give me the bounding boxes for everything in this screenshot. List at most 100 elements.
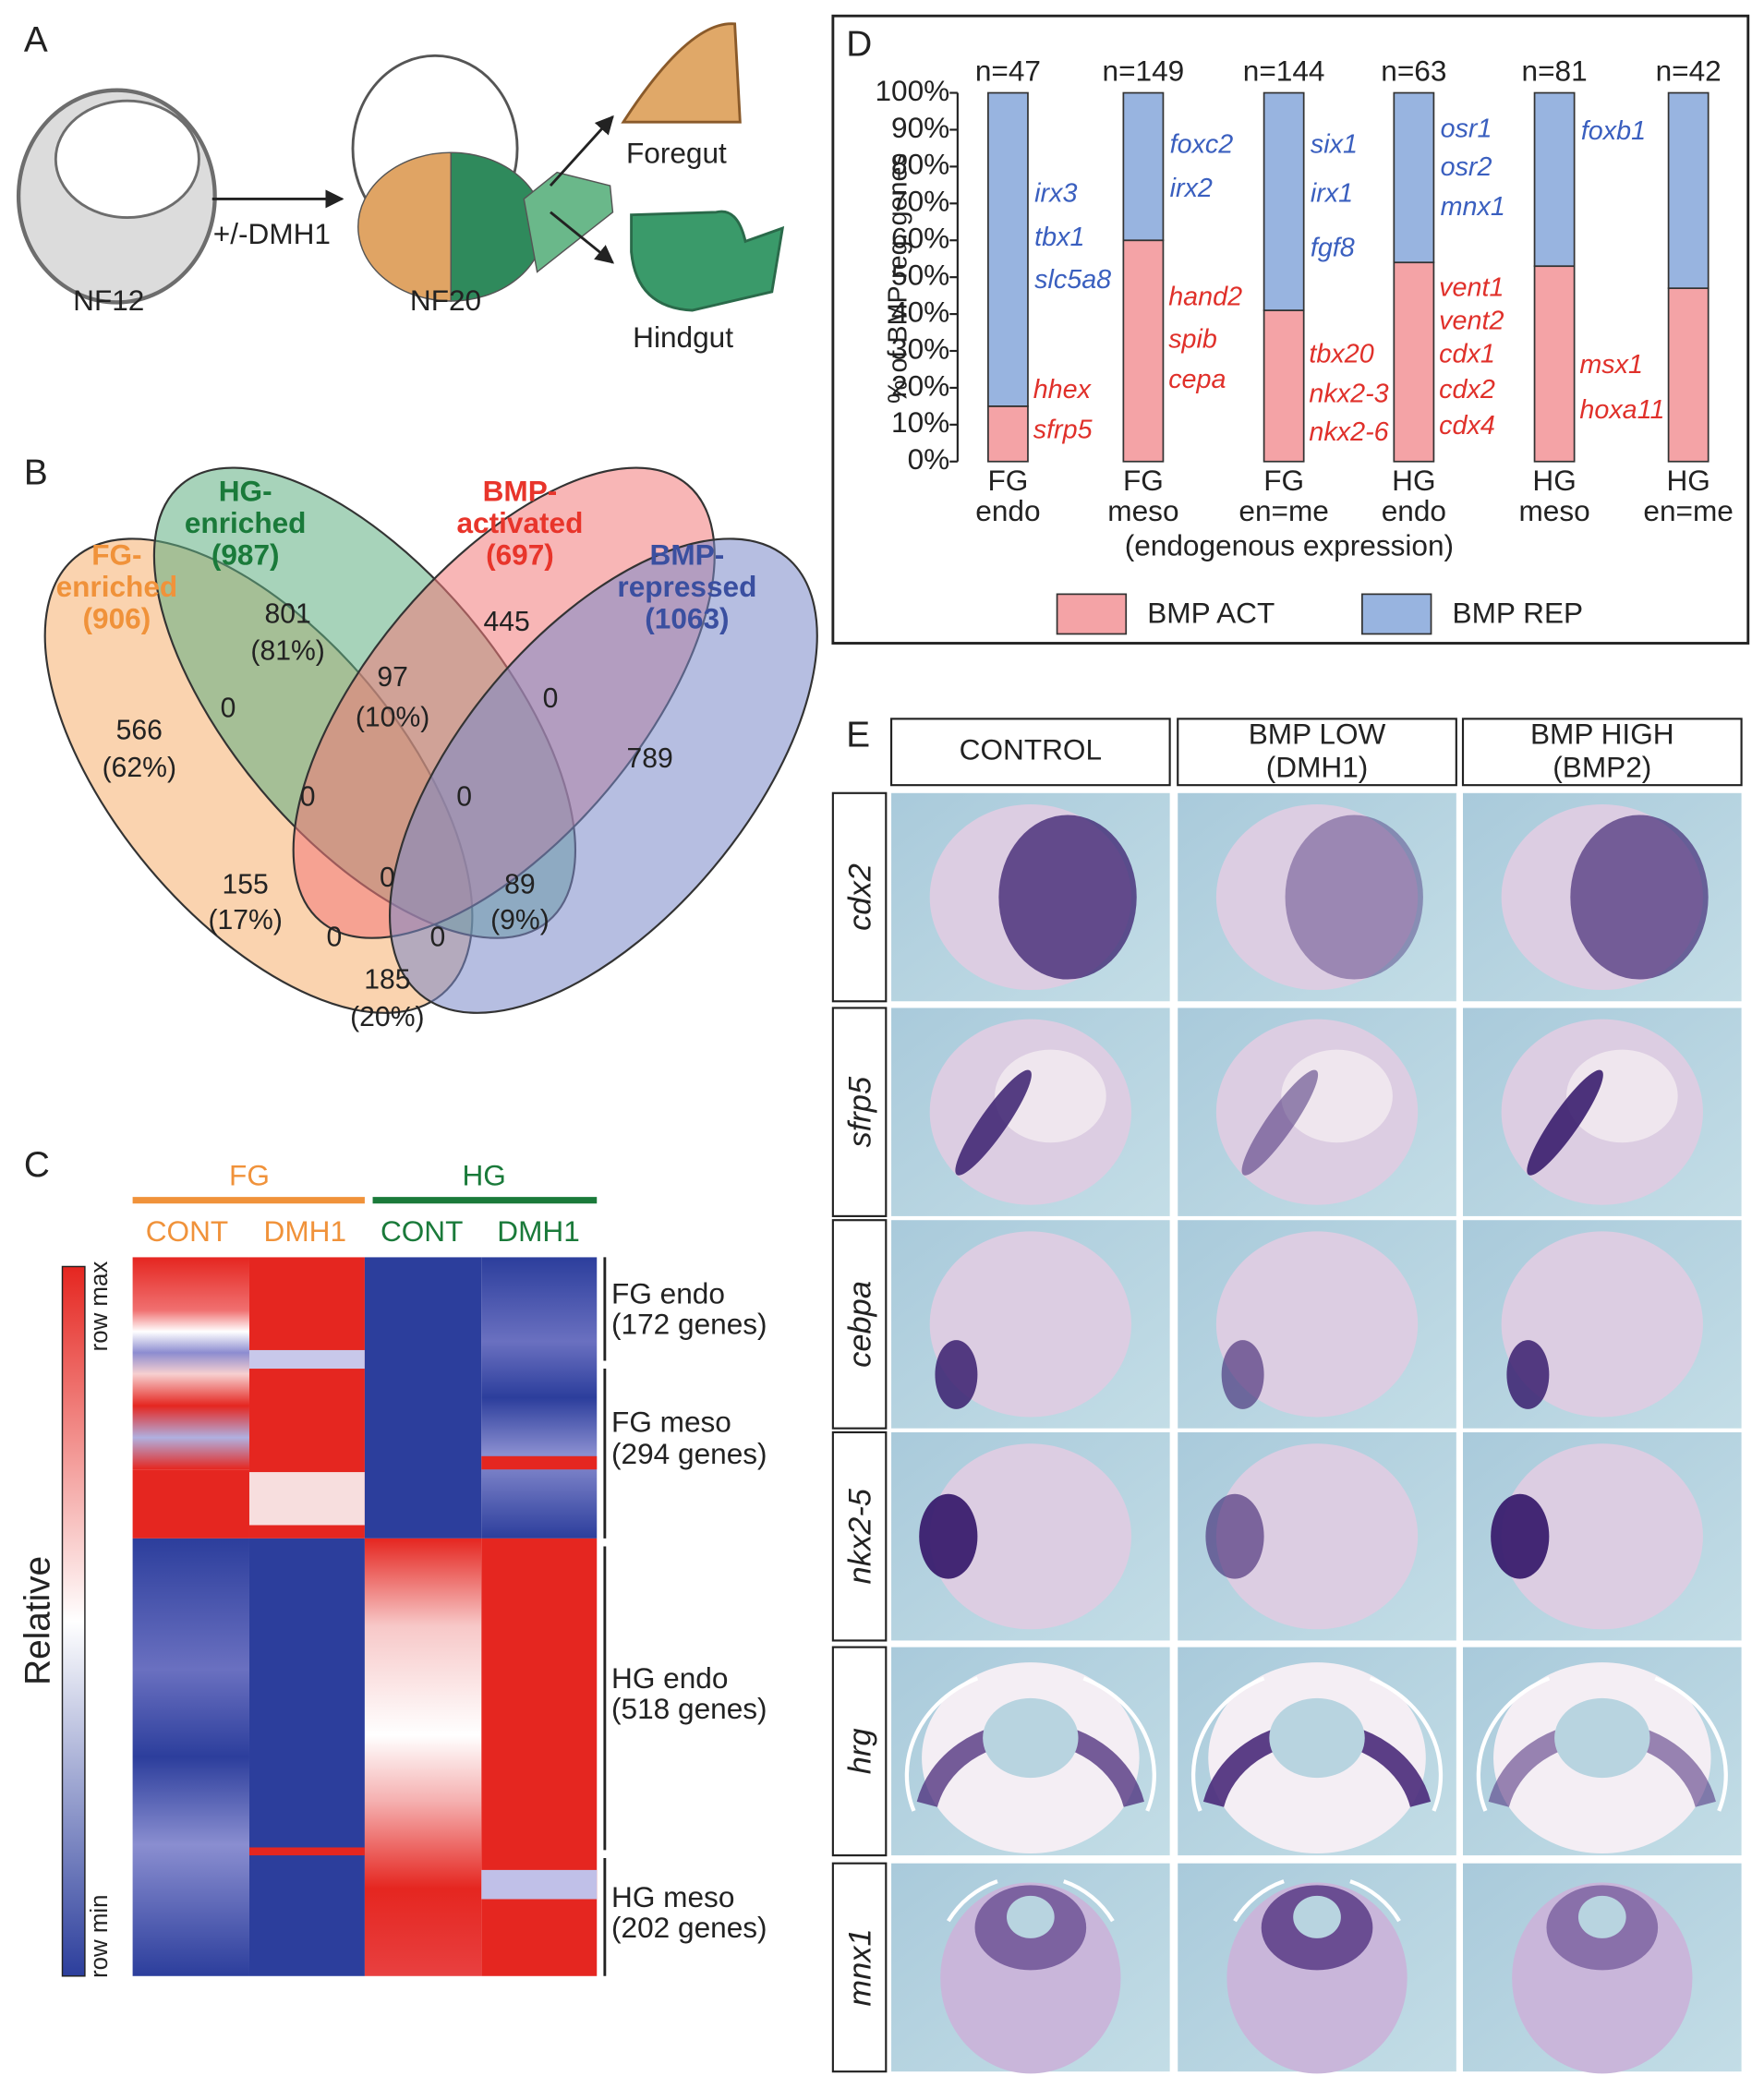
n-label: n=63 — [1381, 54, 1446, 87]
cluster-name: HG endo — [611, 1661, 728, 1695]
y-tick-label: 70% — [891, 185, 949, 218]
row-label: hrg — [843, 1728, 878, 1774]
x-tick-label: HG — [1666, 464, 1710, 497]
scale-label: Relative — [18, 1556, 57, 1685]
stain — [919, 1493, 978, 1579]
x-tick-label: FG — [1123, 464, 1164, 497]
region-count: 0 — [380, 863, 395, 893]
foregut-explant — [621, 22, 742, 124]
treatment-label: +/-DMH1 — [213, 217, 331, 250]
heatmap-block — [481, 1869, 598, 1900]
region-count: 0 — [300, 782, 316, 813]
marker-arc — [1654, 1676, 1728, 1812]
gene-label: irx2 — [1170, 174, 1213, 203]
embryo — [929, 1231, 1131, 1418]
row-label-box — [831, 1430, 888, 1642]
gene-label: hand2 — [1168, 283, 1242, 312]
region-count: 566 — [116, 716, 163, 746]
group-label: FG — [229, 1159, 270, 1192]
region-count: 445 — [483, 607, 529, 637]
tail — [523, 171, 614, 273]
region-count: 789 — [627, 743, 673, 774]
marker-arc — [1476, 1676, 1551, 1812]
region-percent: (62%) — [103, 753, 176, 783]
panel-letter: C — [24, 1145, 50, 1185]
output-label: Hindgut — [633, 320, 733, 354]
marker-arc — [1349, 1879, 1401, 1923]
heatmap-block — [481, 1257, 598, 1539]
row-label-box — [831, 791, 888, 1003]
panel-letter: B — [24, 453, 48, 492]
stain — [1221, 1340, 1264, 1409]
cluster-genes: (294 genes) — [611, 1437, 767, 1470]
legend-swatch — [1056, 593, 1128, 635]
embryo — [1501, 1231, 1703, 1418]
heatmap-block — [132, 1538, 249, 1976]
bar-segment — [1122, 239, 1165, 463]
bar-segment — [1393, 261, 1435, 463]
gene-label: hoxa11 — [1579, 395, 1664, 425]
panel-d: 0%10%20%30% 40% 50%60% 70% 80% 90% 100% % of BM… — [875, 54, 1734, 635]
bar-segment — [1263, 91, 1305, 311]
stage-label: NF12 — [73, 284, 144, 317]
arrow — [550, 211, 615, 264]
set-name: FG- — [91, 538, 141, 572]
row-label: cebpa — [843, 1281, 878, 1368]
cluster-name: HG meso — [611, 1880, 734, 1913]
y-tick-label: 100% — [875, 74, 949, 107]
bar-segment — [987, 91, 1029, 407]
set-name: activated — [456, 506, 583, 539]
column-header-box — [889, 718, 1171, 787]
group-label: HG — [462, 1159, 505, 1192]
set-count: (1063) — [645, 601, 729, 634]
condition-label: CONT — [381, 1214, 463, 1248]
arrow — [549, 115, 614, 187]
stain — [1506, 1340, 1550, 1409]
n-label: n=47 — [975, 54, 1041, 87]
gene-label: sfrp5 — [1033, 415, 1093, 444]
region-percent: (20%) — [350, 1002, 424, 1032]
gene-label: cdx1 — [1439, 339, 1495, 368]
marker-arc — [1369, 1676, 1444, 1812]
bar-segment — [1667, 287, 1710, 463]
region-count: 155 — [223, 869, 269, 899]
scale-max: row max — [87, 1261, 113, 1352]
row-label: mnx1 — [843, 1928, 878, 2006]
heatmap-block — [132, 1257, 249, 1470]
x-axis-label: (endogenous expression) — [1125, 528, 1454, 561]
y-tick-label: 90% — [891, 111, 949, 144]
heatmap-block — [481, 1538, 598, 1976]
stain — [1241, 1069, 1319, 1176]
region-count: 0 — [543, 683, 559, 714]
marker-arc — [1063, 1879, 1115, 1923]
x-tick-label: meso — [1518, 494, 1589, 527]
region-count: 0 — [430, 923, 446, 953]
stain — [1205, 1493, 1264, 1579]
panel-letter: D — [846, 25, 872, 65]
x-tick-label: FG — [987, 464, 1028, 497]
row-label-box — [831, 1007, 888, 1217]
condition-label: DMH1 — [497, 1214, 579, 1248]
region-percent: (17%) — [208, 905, 282, 935]
cavity — [983, 1697, 1079, 1779]
cluster-genes: (172 genes) — [611, 1307, 767, 1340]
gene-label: cdx2 — [1439, 375, 1495, 404]
heatmap-block — [364, 1538, 482, 1976]
set-count: (906) — [83, 601, 151, 634]
set-name: enriched — [56, 570, 178, 603]
stain — [1570, 815, 1709, 980]
embryo — [929, 1443, 1131, 1630]
marker-arc — [1190, 1676, 1265, 1812]
cluster-name: FG meso — [611, 1406, 731, 1439]
legend-swatch — [1361, 593, 1432, 635]
marker-arc — [1082, 1676, 1156, 1812]
panel-b: FG- enriched (906) HG- enriched (987) BM… — [43, 466, 818, 1032]
x-tick-label: meso — [1107, 494, 1178, 527]
row-label-box — [831, 1646, 888, 1857]
panel-a: NF12 +/-DMH1 NF20 Foregut Hindgut — [16, 22, 785, 354]
cluster-genes: (202 genes) — [611, 1911, 767, 1944]
column-header: (BMP2) — [1553, 750, 1651, 783]
y-tick-label: 60% — [891, 222, 949, 255]
gene-label: vent1 — [1439, 273, 1504, 303]
gene-label: irx1 — [1311, 179, 1353, 209]
